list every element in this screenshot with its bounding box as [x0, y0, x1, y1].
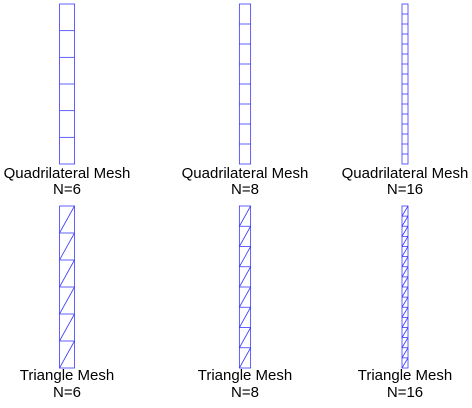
mesh-diagonal	[239, 286, 251, 308]
mesh-diagonal	[401, 276, 409, 288]
panel-title: Quadrilateral Mesh	[182, 165, 309, 182]
mesh-diagonal	[239, 327, 251, 348]
mesh-diagonal	[239, 226, 251, 247]
panel-title: Quadrilateral Mesh	[4, 165, 131, 182]
mesh-diagonal	[401, 215, 409, 227]
mesh-diagonal	[239, 205, 251, 227]
mesh-diagonal	[401, 317, 409, 328]
mesh-diagonal	[401, 266, 409, 278]
mesh-diagonal	[401, 357, 409, 369]
mesh-diagonal	[239, 266, 251, 288]
mesh	[238, 3, 252, 165]
panel-title: Triangle Mesh	[20, 367, 114, 384]
panel-label: N=8	[231, 181, 259, 198]
mesh-diagonal	[59, 205, 75, 234]
panel-label: N=16	[387, 384, 423, 401]
mesh-diagonal	[239, 347, 251, 369]
mesh-diagonal	[59, 232, 75, 261]
mesh-diagonal	[59, 340, 75, 369]
mesh-diagonal	[59, 259, 75, 288]
mesh-diagonal	[401, 246, 409, 257]
mesh-diagonal	[401, 256, 409, 267]
mesh-diagonal	[401, 347, 409, 359]
mesh	[59, 3, 75, 165]
mesh-diagonal	[59, 313, 75, 342]
mesh-diagonal	[239, 307, 251, 328]
mesh-diagonal	[59, 286, 75, 315]
panel-label: N=6	[53, 181, 81, 198]
mesh	[238, 205, 252, 369]
mesh-diagonal	[401, 226, 409, 237]
mesh-diagonal	[401, 337, 409, 348]
panel-label: N=6	[53, 384, 81, 401]
panel-title: Quadrilateral Mesh	[342, 165, 469, 182]
mesh-diagonal	[401, 307, 409, 318]
panel-title: Triangle Mesh	[198, 367, 292, 384]
mesh-diagonal	[239, 246, 251, 267]
mesh-diagonal	[401, 205, 409, 217]
mesh	[401, 3, 409, 165]
mesh-diagonal	[401, 296, 409, 308]
panel-label: N=16	[387, 181, 423, 198]
panel-label: N=8	[231, 384, 259, 401]
mesh	[59, 205, 75, 369]
mesh-diagonal	[401, 286, 409, 298]
mesh	[401, 205, 409, 369]
mesh-diagonal	[401, 236, 409, 247]
panel-title: Triangle Mesh	[358, 367, 452, 384]
mesh-diagonal	[401, 327, 409, 338]
